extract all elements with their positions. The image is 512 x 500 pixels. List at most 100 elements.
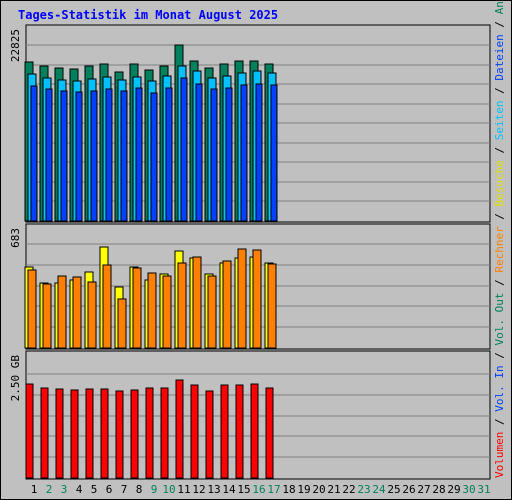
bar-rechner-day-14 (222, 260, 232, 349)
day-label-22: 22 (342, 483, 355, 496)
bar-dateien-day-12 (195, 83, 203, 222)
legend-label-13: / (493, 14, 506, 34)
day-label-14: 14 (222, 483, 236, 496)
chart-panel-bottom: 2.50 GB (9, 350, 491, 480)
day-label-8: 8 (136, 483, 143, 496)
bar-dateien-day-5 (90, 90, 98, 222)
bar-dateien-day-16 (255, 83, 263, 222)
chart-title: Tages-Statistik im Monat August 2025 (18, 8, 278, 22)
bar-rechner-day-7 (117, 298, 127, 349)
bar-volumen-day-8 (130, 389, 139, 479)
bar-volumen-day-14 (220, 384, 229, 479)
bar-volumen-day-4 (70, 389, 79, 479)
day-label-18: 18 (282, 483, 295, 496)
bar-rechner-day-6 (102, 264, 112, 349)
bar-volumen-day-13 (205, 390, 214, 479)
bar-dateien-day-7 (120, 90, 128, 222)
bar-volumen-day-16 (250, 383, 259, 479)
day-label-19: 19 (297, 483, 310, 496)
y-axis-max-label: 683 (9, 228, 22, 248)
bar-rechner-day-9 (147, 272, 157, 349)
day-label-31: 31 (477, 483, 490, 496)
bar-volumen-day-7 (115, 390, 124, 479)
legend-label-4: Vol. Out (493, 293, 506, 346)
day-label-20: 20 (312, 483, 325, 496)
legend-label-12: Dateien (493, 34, 506, 80)
day-label-12: 12 (192, 483, 205, 496)
bar-volumen-day-17 (265, 387, 274, 479)
day-label-1: 1 (31, 483, 38, 496)
bar-dateien-day-4 (75, 91, 83, 222)
bar-dateien-day-2 (45, 88, 53, 222)
bar-dateien-day-9 (150, 92, 158, 222)
bar-volumen-day-2 (40, 387, 49, 479)
legend-label-10: Seiten (493, 100, 506, 140)
day-label-25: 25 (387, 483, 400, 496)
chart-panels: 22825 683 2.50 GB (9, 24, 491, 480)
legend-labels: Volumen / Vol. In / Vol. Out / Rechner /… (493, 0, 506, 478)
bar-volumen-day-6 (100, 388, 109, 479)
day-label-16: 16 (252, 483, 265, 496)
bar-dateien-day-11 (180, 77, 188, 222)
day-label-9: 9 (151, 483, 158, 496)
legend-label-2: Vol. In (493, 365, 506, 411)
bar-dateien-day-15 (240, 84, 248, 222)
day-label-17: 17 (267, 483, 280, 496)
day-label-7: 7 (121, 483, 128, 496)
day-label-28: 28 (432, 483, 445, 496)
day-label-29: 29 (447, 483, 460, 496)
day-label-10: 10 (162, 483, 175, 496)
bar-rechner-day-5 (87, 281, 97, 349)
day-label-4: 4 (76, 483, 83, 496)
legend-label-9: / (493, 140, 506, 160)
legend-vertical: Volumen / Vol. In / Vol. Out / Rechner /… (493, 0, 506, 478)
bar-dateien-day-10 (165, 87, 173, 222)
chart-panel-top: 22825 (9, 24, 491, 223)
bar-rechner-day-2 (42, 283, 52, 349)
bar-volumen-day-1 (25, 383, 34, 479)
day-label-6: 6 (106, 483, 113, 496)
bar-dateien-day-6 (105, 88, 113, 222)
day-label-11: 11 (177, 483, 190, 496)
bar-rechner-day-16 (252, 249, 262, 349)
bar-volumen-day-5 (85, 388, 94, 479)
bar-rechner-day-11 (177, 262, 187, 349)
legend-label-11: / (493, 81, 506, 101)
y-axis-max-label: 22825 (9, 29, 22, 62)
bar-volumen-day-15 (235, 384, 244, 479)
bar-rechner-day-12 (192, 256, 202, 349)
bar-volumen-day-12 (190, 384, 199, 479)
bar-dateien-day-13 (210, 88, 218, 222)
day-label-23: 23 (357, 483, 370, 496)
day-label-24: 24 (372, 483, 386, 496)
bar-rechner-day-10 (162, 275, 172, 349)
bar-dateien-day-8 (135, 87, 143, 222)
legend-label-6: Rechner (493, 226, 506, 273)
chart-panel-middle: 683 (9, 223, 491, 350)
day-label-15: 15 (237, 483, 250, 496)
legend-label-1: / (493, 412, 506, 432)
legend-label-0: Volumen (493, 432, 506, 478)
bar-dateien-day-17 (270, 84, 278, 222)
bar-rechner-day-3 (57, 275, 67, 349)
bar-rechner-day-8 (132, 267, 142, 349)
bar-rechner-day-15 (237, 248, 247, 349)
day-label-5: 5 (91, 483, 98, 496)
day-label-2: 2 (46, 483, 53, 496)
legend-label-5: / (493, 273, 506, 293)
legend-label-3: / (493, 346, 506, 366)
bar-dateien-day-1 (30, 85, 38, 222)
bar-volumen-day-9 (145, 387, 154, 479)
bar-volumen-day-11 (175, 379, 184, 479)
day-label-3: 3 (61, 483, 68, 496)
bar-rechner-day-1 (27, 269, 37, 349)
day-label-13: 13 (207, 483, 220, 496)
legend-label-8: Besuche (493, 160, 506, 206)
day-label-30: 30 (462, 483, 475, 496)
bar-volumen-day-10 (160, 387, 169, 479)
day-label-27: 27 (417, 483, 430, 496)
bar-rechner-day-17 (267, 263, 277, 349)
day-label-21: 21 (327, 483, 340, 496)
